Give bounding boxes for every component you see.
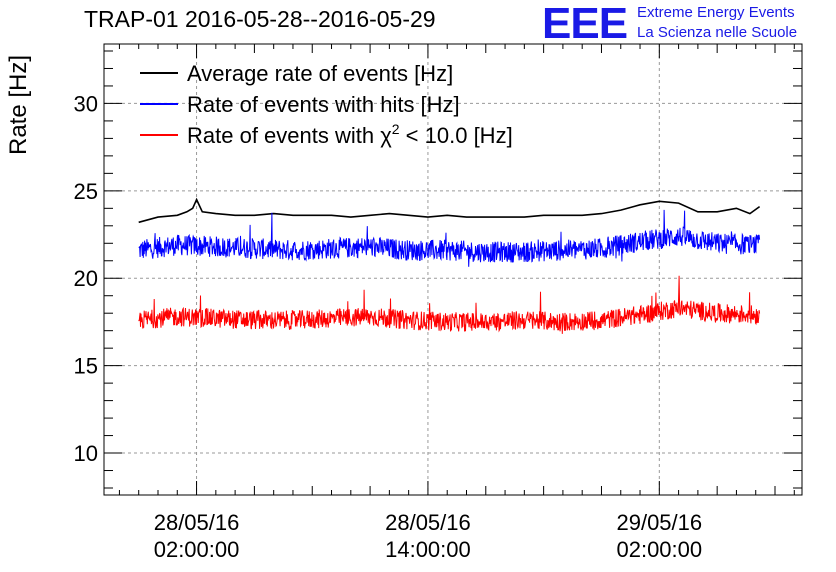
series-line-2 [138, 275, 761, 334]
x-tick-label-time: 02:00:00 [154, 537, 240, 562]
x-tick-label-date: 28/05/16 [154, 510, 240, 535]
logo-line-2: La Scienza nelle Scuole [637, 24, 798, 41]
x-tick-label-time: 14:00:00 [385, 537, 471, 562]
series-line-1 [138, 209, 761, 267]
y-tick-label: 20 [74, 266, 98, 291]
axis-labels: 101520253028/05/1602:00:0028/05/1614:00:… [74, 91, 703, 562]
logo-line-1: Extreme Energy Events [637, 4, 795, 21]
series-line-0 [138, 197, 761, 224]
eee-logo-mark: EEE [542, 0, 628, 48]
x-tick-label-date: 29/05/16 [616, 510, 702, 535]
chart-title: TRAP-01 2016-05-28--2016-05-29 [84, 6, 436, 32]
legend-label-2: Rate of events with χ2 < 10.0 [Hz] [187, 121, 513, 148]
grid [104, 44, 802, 495]
y-tick-label: 30 [74, 91, 98, 116]
y-tick-label: 10 [74, 441, 98, 466]
y-tick-label: 15 [74, 354, 98, 379]
eee-logo: EEE Extreme Energy Events La Scienza nel… [542, 2, 832, 46]
series-layer [138, 197, 761, 334]
y-axis-label: Rate [Hz] [5, 55, 32, 155]
legend-label-1: Rate of events with hits [Hz] [187, 92, 460, 117]
axis-ticks [104, 44, 802, 495]
y-tick-label: 25 [74, 179, 98, 204]
x-tick-label-date: 28/05/16 [385, 510, 471, 535]
x-tick-label-time: 02:00:00 [616, 537, 702, 562]
legend-label-0: Average rate of events [Hz] [187, 61, 453, 86]
plot-frame [103, 43, 803, 496]
legend: Average rate of events [Hz] Rate of event… [140, 61, 513, 148]
